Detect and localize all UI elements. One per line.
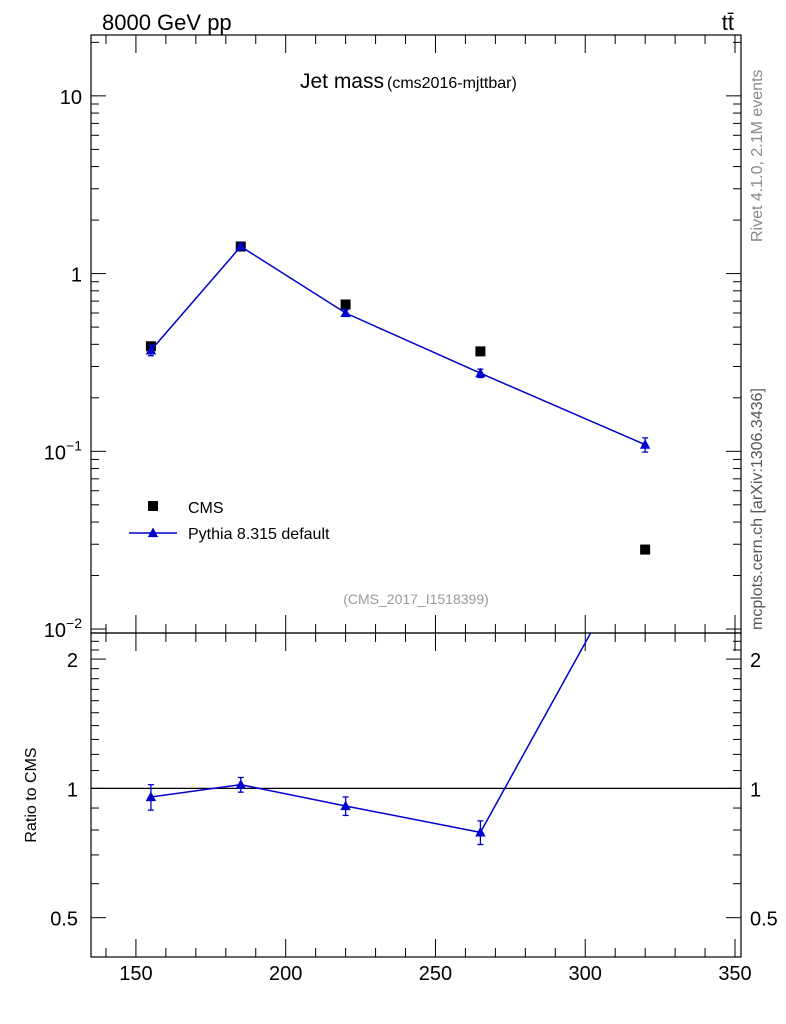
tick-mantissa: 10	[44, 442, 66, 464]
ratio-data-point	[475, 826, 486, 837]
legend: CMS Pythia 8.315 default	[129, 500, 330, 543]
ratio-data-point	[235, 779, 246, 789]
analysis-watermark: (CMS_2017_I1518399)	[343, 591, 489, 607]
pythia-data-point	[235, 241, 246, 251]
pythia-data-point	[639, 439, 651, 449]
mcplots-label: mcplots.cern.ch [arXiv:1306.3436]	[749, 388, 766, 630]
ratio-series-line	[150, 633, 592, 834]
legend-cms-marker	[148, 501, 158, 511]
cms-data-point	[475, 346, 486, 357]
ratio-y-tick-label: 1	[67, 779, 78, 801]
x-tick-label: 200	[269, 963, 302, 985]
cms-data-point	[640, 544, 651, 555]
ratio-plot-frame	[90, 632, 742, 958]
legend-pythia-label: Pythia 8.315 default	[188, 526, 330, 543]
pythia-data-point	[145, 344, 157, 355]
main-panel: Jet mass (cms2016-mjttbar) (CMS_2017_I15…	[44, 34, 742, 642]
pythia-series-line	[150, 245, 646, 446]
chart-subtitle: (cms2016-mjttbar)	[387, 75, 517, 92]
main-y-tick-label: 10−2	[44, 615, 82, 642]
legend-cms-label: CMS	[188, 500, 224, 517]
ratio-y-tick-label-right: 2	[750, 650, 761, 672]
ratio-panel: Ratio to CMS 150 200 250 300 350 2 2 1 1 0.5 0.5	[23, 632, 778, 985]
ratio-data-point	[340, 800, 351, 811]
main-plot-frame	[90, 34, 742, 634]
ratio-y-tick-label-right: 0.5	[750, 909, 778, 931]
energy-label: 8000 GeV pp	[102, 10, 232, 35]
x-tick-label: 350	[718, 963, 751, 985]
ratio-y-axis-label: Ratio to CMS	[23, 747, 40, 842]
x-tick-label: 300	[569, 963, 602, 985]
tick-exponent: −1	[66, 437, 82, 453]
tick-mantissa: 10	[44, 620, 66, 642]
pythia-data-point	[475, 367, 486, 378]
tick-exponent: −2	[66, 615, 82, 631]
ratio-y-tick-label: 0.5	[50, 909, 78, 931]
tick-mantissa: 1	[71, 265, 82, 287]
main-y-tick-label: 10	[60, 87, 82, 109]
x-tick-label: 150	[119, 963, 152, 985]
ratio-y-tick-label-right: 1	[750, 779, 761, 801]
chart-title: Jet mass	[300, 70, 384, 93]
x-tick-label: 250	[419, 963, 452, 985]
cms-data-point	[340, 299, 351, 310]
rivet-version-label: Rivet 4.1.0, 2.1M events	[749, 69, 766, 242]
tick-mantissa: 10	[60, 87, 82, 109]
ratio-data-point	[145, 791, 157, 802]
ratio-y-tick-label: 2	[67, 650, 78, 672]
process-label: tt̄	[722, 10, 734, 35]
legend-pythia-marker	[147, 527, 159, 538]
pythia-data-point	[340, 307, 351, 318]
main-y-tick-label: 10−1	[44, 437, 82, 464]
main-y-tick-label: 1	[71, 265, 82, 287]
